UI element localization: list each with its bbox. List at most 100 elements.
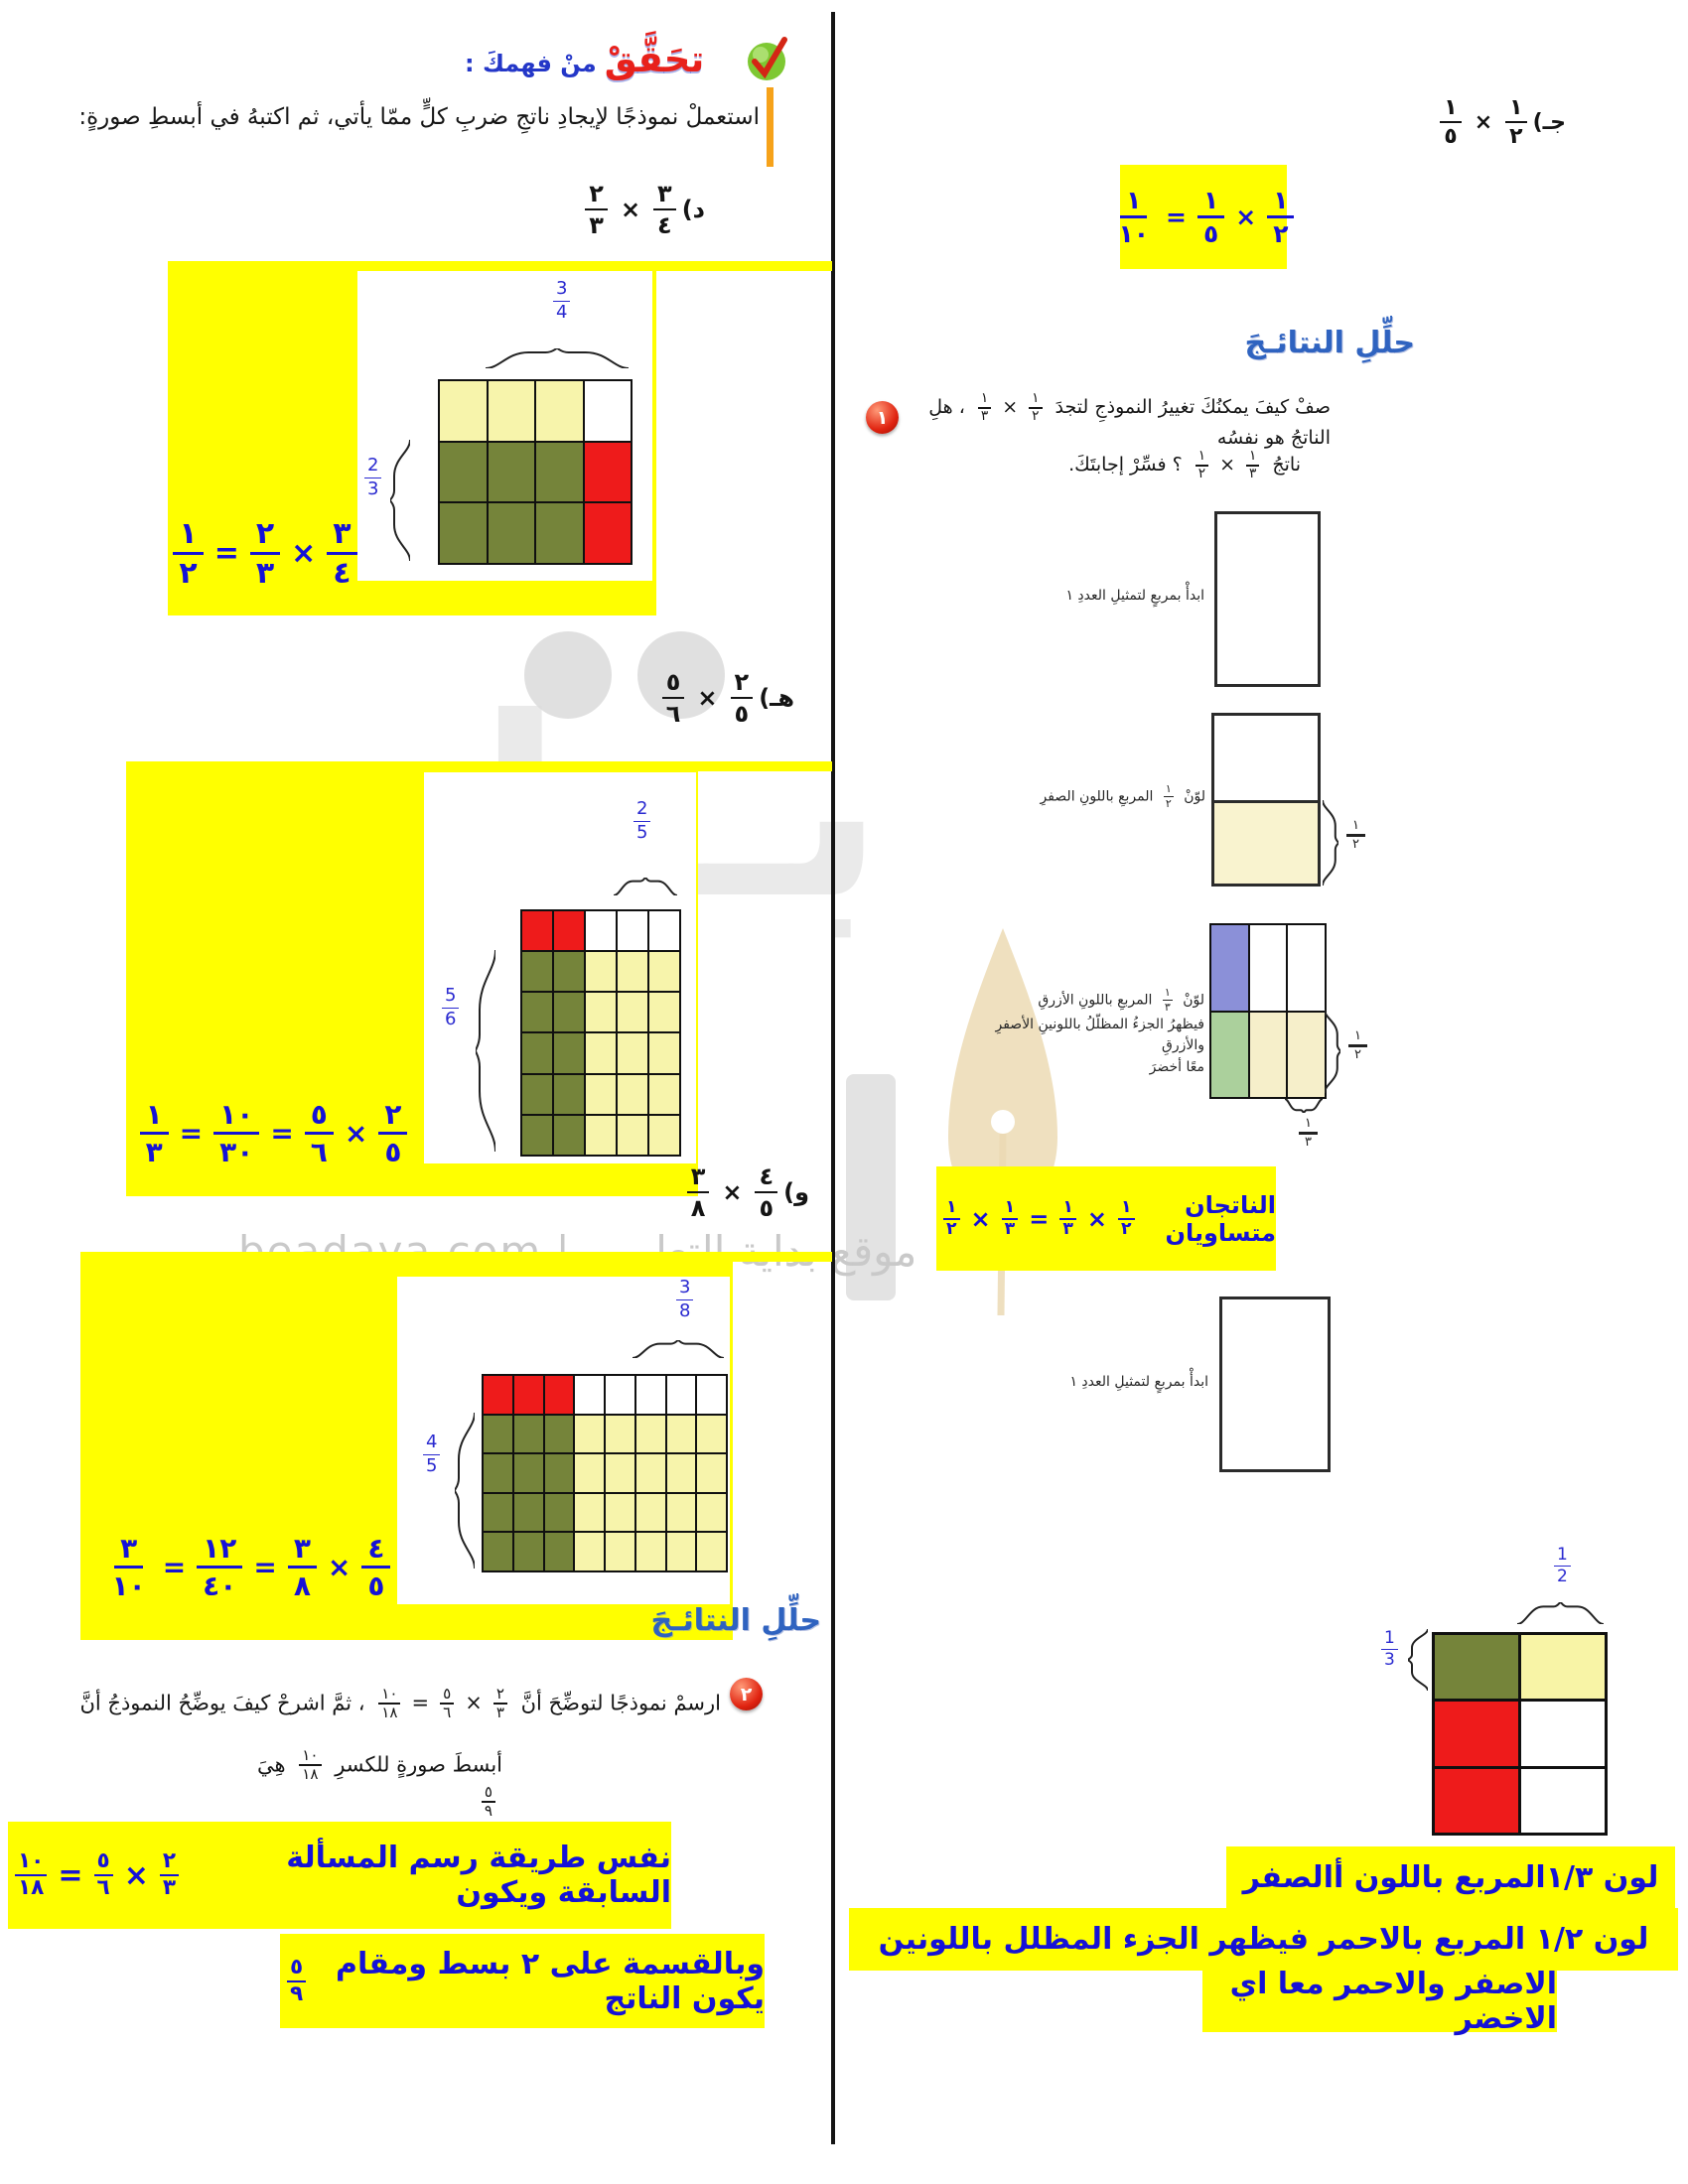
- question-1-text-line1: صفْ كيفَ يمكنُكَ تغييرُ النموذجِ لتجدَ ١…: [928, 390, 1331, 450]
- grid-cell-cream: [606, 1415, 634, 1453]
- grid-cell-white: [649, 911, 679, 951]
- analyze-results-header-left: حلِّلِ النتائـجَ: [650, 1603, 821, 1638]
- grid-cell-cream2: [1288, 1012, 1325, 1097]
- grid-cell-cream: [606, 1493, 634, 1532]
- grid-cell-olive: [554, 952, 584, 992]
- grid-cell-olive: [513, 1415, 543, 1453]
- model-h-top-brace-icon: [614, 878, 677, 895]
- grid-cell-olive: [522, 1074, 552, 1114]
- half-square-brace-icon: [1323, 800, 1338, 886]
- answer-2-highlight-line1: نفس طريقة رسم المسألة السابقة ويكون ٢ ٣ × ٥…: [8, 1822, 671, 1929]
- grid-cell-paleyellow: [1521, 1635, 1605, 1700]
- grid-cell-cream: [697, 1493, 726, 1532]
- grid-cell-red: [513, 1376, 543, 1414]
- grid-cell-olive: [536, 442, 583, 502]
- grid-cell-white: [586, 911, 616, 951]
- check-title-blue: منْ فهمكَ :: [465, 50, 597, 77]
- answer-1-highlight-line3: الاصفر والاحمر معا اي الاخضر: [1202, 1967, 1557, 2036]
- grid-cell-cream: [575, 1493, 604, 1532]
- grid-cell-cream: [618, 993, 647, 1032]
- model-h-grid: [520, 909, 681, 1157]
- grid-cell-white: [1249, 925, 1287, 1011]
- half-shaded-square: [1211, 713, 1321, 887]
- grid-cell-cream2: [1249, 1012, 1287, 1097]
- equal-results-highlight: الناتجان متساويان ١ ٢ × ١ ٣ = ١ ٣ × ١ ٢: [936, 1166, 1276, 1271]
- caption-third-line3: معًا أخضرَ: [1149, 1058, 1204, 1075]
- grid-cell-olive: [544, 1454, 574, 1492]
- grid-cell-white: [666, 1376, 696, 1414]
- grid-cell-olive: [484, 1493, 512, 1532]
- model-h-answer-equation: ٢ ٥ × ٥ ٦ = ١٠ ٣٠ = ١ ٣: [127, 1074, 420, 1191]
- grid-cell-cream: [649, 1033, 679, 1073]
- model-w-grid: [482, 1374, 728, 1572]
- instruction-text: استعملْ نموذجًا لإيجادِ ناتجِ ضربِ كلٍّ …: [78, 104, 760, 130]
- grid-cell-olive: [484, 1454, 512, 1492]
- grid-cell-cream: [536, 381, 583, 441]
- grid-cell-cream: [697, 1533, 726, 1570]
- grid-cell-white: [618, 911, 647, 951]
- watermark-bar: [846, 1074, 896, 1300]
- grid-cell-cream: [666, 1454, 696, 1492]
- question-2-text-line1: ارسمْ نموذجًا لتوضِّحَ أنَّ ٢ ٣ × ٥ ٦ = ١٠ ١٨ ،…: [79, 1685, 721, 1722]
- grid-cell-cream: [586, 1033, 616, 1073]
- unit-square-1: [1214, 511, 1321, 687]
- grid-cell-olive: [554, 993, 584, 1032]
- grid-cell-cream: [666, 1415, 696, 1453]
- grid-cell-olive: [440, 503, 487, 563]
- grid-cell-cream: [440, 381, 487, 441]
- grid-cell-white: [606, 1376, 634, 1414]
- grid-cell-olive: [554, 1033, 584, 1073]
- grid-cell-olive: [536, 503, 583, 563]
- grid-cell-cream: [606, 1454, 634, 1492]
- grid-cell-olive: [522, 952, 552, 992]
- model-h-side-brace-icon: [476, 950, 495, 1152]
- answer-1-highlight-line2: لون ١/٢ المربع بالاحمر فيظهر الجزء المظل…: [849, 1908, 1678, 1971]
- grid-cell-olive: [554, 1115, 584, 1155]
- grid-cell-cream: [635, 1533, 665, 1570]
- grid-cell-olive: [440, 442, 487, 502]
- grid-cell-white: [1521, 1702, 1605, 1766]
- grid-cell-cream: [488, 381, 534, 441]
- watermark-circle: [524, 631, 612, 719]
- grid-cell-olive: [544, 1415, 574, 1453]
- question-1-badge: ١: [866, 401, 899, 434]
- half-square-top: [1214, 716, 1318, 800]
- grid-cell-olive: [522, 993, 552, 1032]
- grid-cell-cream: [666, 1533, 696, 1570]
- grid-cell-white: [1521, 1768, 1605, 1833]
- grid-cell-cream: [635, 1493, 665, 1532]
- grid-cell-cream: [586, 1074, 616, 1114]
- check-title: تحَقَّقْ منْ فهمكَ :: [465, 38, 704, 80]
- grid-cell-red: [554, 911, 584, 951]
- grid-cell-cream: [666, 1493, 696, 1532]
- grid-cell-white: [584, 381, 631, 441]
- unit-square-2: [1219, 1297, 1331, 1472]
- exercise-h-label: هـ) ٢ ٥ × ٥ ٦: [626, 658, 794, 738]
- grid-cell-cream: [618, 952, 647, 992]
- grid-cell-lightgreen: [1211, 1012, 1248, 1097]
- model-d-grid: [438, 379, 633, 565]
- answer-grid-side-brace-icon: [1408, 1629, 1428, 1691]
- grid-cell-cream: [649, 993, 679, 1032]
- grid-cell-cream: [586, 952, 616, 992]
- caption-start-2: ابدأْ بمربعٍ لتمثيلِ العددِ ١: [1069, 1374, 1208, 1390]
- exercise-j-answer-equation: ١ ٢ × ١ ٥ = ١ ١٠: [1119, 165, 1295, 269]
- column-divider: [831, 12, 835, 2144]
- grid-cell-cream: [649, 1115, 679, 1155]
- grid-cell-olive: [522, 1115, 552, 1155]
- grid-cell-olive: [522, 1033, 552, 1073]
- grid-cell-olive: [554, 1074, 584, 1114]
- grid-cell-red: [522, 911, 552, 951]
- check-title-red: تحَقَّقْ: [604, 38, 705, 80]
- grid-cell-cream: [586, 993, 616, 1032]
- grid-cell-olive: [513, 1454, 543, 1492]
